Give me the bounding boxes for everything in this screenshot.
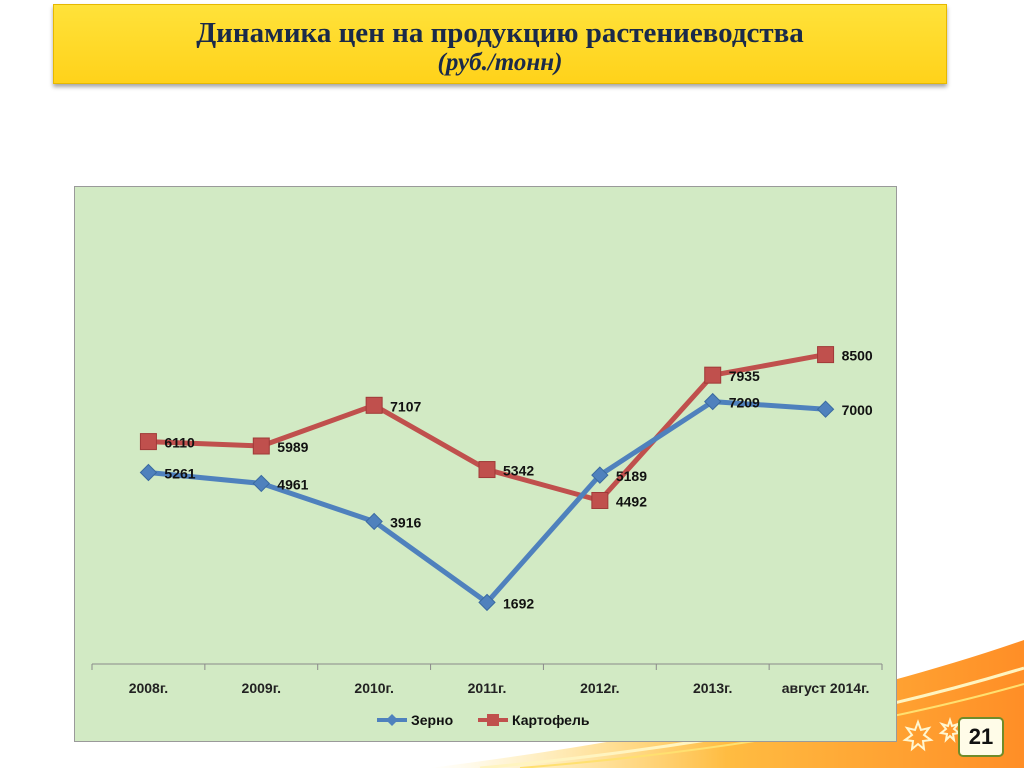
data-point-grain [816,400,835,418]
series-line-grain [145,399,829,605]
slide-subtitle: (руб./тонн) [437,49,563,76]
sparkle-icon [902,719,934,752]
data-point-grain [478,593,496,612]
x-tick-label: 2010г. [354,680,393,696]
data-point-grain [591,466,609,484]
legend-marker-potato [487,714,499,726]
legend-label: Зерно [411,712,453,728]
x-tick-label: 2009г. [242,680,281,696]
title-banner: Динамика цен на продукцию растениеводств… [53,4,947,84]
legend-marker-grain [386,714,398,726]
data-point-grain [139,463,158,482]
x-tick-label: август 2014г. [782,680,870,696]
sparkle-icon [938,716,962,743]
data-label-potato: 5989 [277,439,308,455]
data-label-potato: 6110 [164,435,195,451]
chart-area: 2008г. 2009г. 2010г. 2011г. 2012г. 2013г. авгу… [74,186,897,742]
slide-title: Динамика цен на продукцию растениеводств… [196,17,804,49]
x-tick-label: 2013г. [693,680,732,696]
data-label-grain: 1692 [503,595,534,611]
data-label-grain: 5189 [616,468,647,484]
data-label-grain: 7209 [729,395,760,411]
x-tick-label: 2008г. [129,680,168,696]
legend-label: Картофель [512,712,590,728]
data-point-grain [252,474,270,493]
data-label-grain: 3916 [390,514,421,530]
data-point-potato [139,433,157,451]
series-line-potato [145,352,829,503]
data-point-potato [365,396,383,414]
data-label-grain: 7000 [842,402,873,418]
x-tick-label: 2011г. [468,680,507,696]
data-point-potato [817,346,835,364]
data-label-potato: 7935 [729,368,760,384]
x-tick-label: 2012г. [580,680,619,696]
data-point-potato [704,366,722,384]
data-point-grain [704,392,722,411]
data-label-grain: 4961 [277,476,308,492]
data-point-potato [591,491,609,509]
line-chart: 2008г. 2009г. 2010г. 2011г. 2012г. 2013г. авгу… [91,346,883,728]
data-point-potato [478,461,496,479]
data-point-grain [365,512,383,531]
data-label-grain: 5261 [164,465,195,481]
data-label-potato: 5342 [503,463,534,479]
page-number-badge: 21 [958,717,1004,757]
data-label-potato: 8500 [842,348,873,364]
data-label-potato: 4492 [616,493,647,509]
data-label-potato: 7107 [390,398,421,414]
data-point-potato [252,437,270,455]
